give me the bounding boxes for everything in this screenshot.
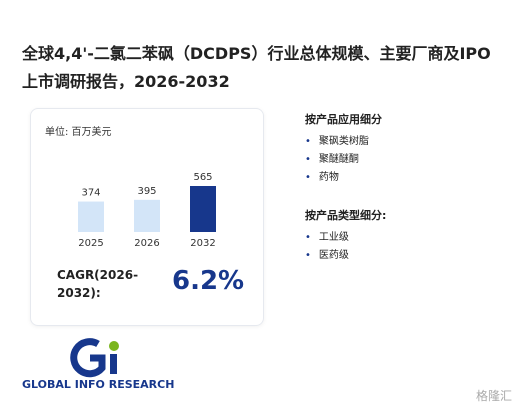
logo-text: GLOBAL INFO RESEARCH [22, 378, 175, 391]
unit-label: 单位: 百万美元 [45, 127, 112, 138]
bar [190, 186, 216, 232]
report-title: 全球4,4'-二氯二苯砜（DCDPS）行业总体规模、主要厂商及IPO上市调研报告… [22, 44, 491, 91]
segment: 按产品应用细分聚砜类树脂聚醚醚酮药物 [305, 111, 505, 187]
segment-heading: 按产品应用细分 [305, 113, 382, 126]
segment-item: 药物 [305, 169, 505, 187]
x-tick-label: 2025 [78, 238, 103, 249]
segment: 按产品类型细分: 工业级医药级 [305, 207, 505, 265]
segment-list: 聚砜类树脂聚醚醚酮药物 [305, 133, 505, 187]
bar [78, 201, 104, 232]
segment-item: 工业级 [305, 229, 505, 247]
segment-heading: 按产品类型细分: [305, 209, 387, 222]
logo-mark [70, 338, 119, 378]
segments: 按产品应用细分聚砜类树脂聚醚醚酮药物按产品类型细分: 工业级医药级 [305, 111, 505, 285]
cagr-value: 6.2% [172, 266, 245, 296]
segment-item: 聚醚醚酮 [305, 151, 505, 169]
cagr-label: CAGR(2026-2032): [57, 268, 139, 300]
value-label: 395 [137, 186, 156, 197]
bar [134, 199, 160, 232]
value-label: 565 [193, 172, 212, 183]
segment-item: 聚砜类树脂 [305, 133, 505, 151]
watermark: 格隆汇 [476, 389, 513, 403]
x-tick-label: 2032 [190, 238, 215, 249]
value-label: 374 [81, 188, 100, 199]
x-tick-label: 2026 [134, 238, 159, 249]
chart-card [30, 108, 264, 326]
segment-list: 工业级医药级 [305, 229, 505, 265]
segment-item: 医药级 [305, 247, 505, 265]
